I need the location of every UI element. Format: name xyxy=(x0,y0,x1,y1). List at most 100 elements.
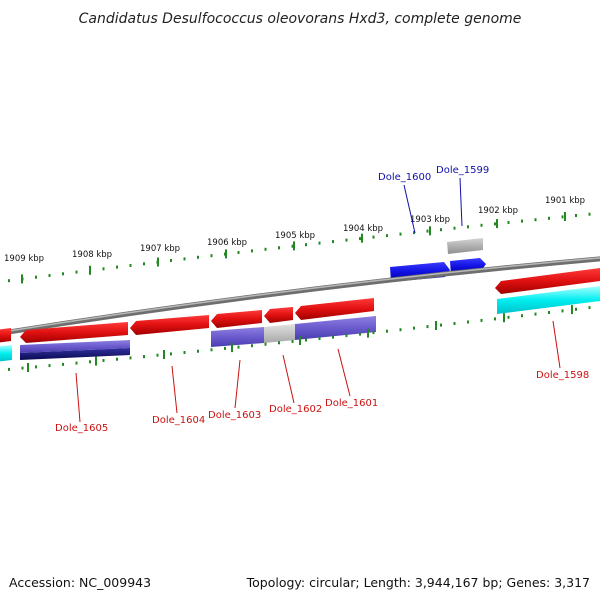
minor-tick xyxy=(129,264,132,267)
ortholog-dole-1605-navy xyxy=(20,348,130,360)
minor-tick xyxy=(480,318,483,322)
major-tick xyxy=(89,265,91,275)
gene-dole-1603-arrow[interactable] xyxy=(211,310,262,328)
map-title: Candidatus Desulfococcus oleovorans Hxd3… xyxy=(79,11,522,27)
minor-tick xyxy=(210,254,213,258)
gene-label-dole-1605[interactable]: Dole_1605 xyxy=(55,423,108,434)
gene-dole-1602-arrow[interactable] xyxy=(264,307,293,323)
minor-tick xyxy=(35,275,37,279)
minor-tick xyxy=(413,231,415,235)
minor-tick xyxy=(170,259,172,262)
minor-tick xyxy=(453,322,456,325)
minor-tick xyxy=(278,246,280,250)
major-tick xyxy=(435,321,437,330)
outer-dotted-scale xyxy=(8,212,591,283)
accession-text: Accession: NC_009943 xyxy=(9,575,151,590)
minor-tick xyxy=(521,219,523,223)
minor-tick xyxy=(588,212,591,216)
minor-tick xyxy=(48,364,51,368)
minor-tick xyxy=(453,226,456,230)
minor-tick xyxy=(534,218,537,222)
minor-tick xyxy=(534,312,537,316)
leader-dole-1602 xyxy=(282,354,295,404)
minor-tick xyxy=(143,355,145,359)
minor-tick xyxy=(386,329,388,333)
minor-tick xyxy=(413,326,415,330)
minor-tick xyxy=(548,311,550,314)
minor-tick xyxy=(507,315,510,319)
gene-label-dole-1602[interactable]: Dole_1602 xyxy=(269,404,322,415)
minor-tick xyxy=(278,341,280,345)
gene-label-dole-1604[interactable]: Dole_1604 xyxy=(152,415,205,426)
gene-label-dole-1601[interactable]: Dole_1601 xyxy=(325,398,378,409)
minor-tick xyxy=(345,238,348,242)
tick-label: 1908 kbp xyxy=(72,250,112,260)
gene-dole-1604-arrow[interactable] xyxy=(130,315,209,335)
minor-tick xyxy=(399,232,402,236)
minor-tick xyxy=(467,225,469,229)
minor-tick xyxy=(21,366,24,370)
minor-tick xyxy=(440,323,442,327)
minor-tick xyxy=(62,362,64,366)
outer-major-ticks xyxy=(21,212,566,284)
gene-labels: Dole_1600 Dole_1599 Dole_1605 Dole_1604 … xyxy=(55,165,589,434)
minor-tick xyxy=(521,314,523,318)
minor-tick xyxy=(102,267,105,271)
minor-tick xyxy=(143,262,145,266)
genome-backbone-highlight xyxy=(0,257,600,334)
minor-tick xyxy=(197,255,199,259)
tick-label: 1901 kbp xyxy=(545,196,585,206)
major-tick xyxy=(157,257,159,267)
minor-tick xyxy=(386,234,388,238)
minor-tick xyxy=(170,352,172,356)
major-tick xyxy=(564,212,566,221)
minor-tick xyxy=(318,241,321,245)
inner-dotted-scale xyxy=(8,306,591,371)
major-tick xyxy=(496,219,498,229)
major-tick xyxy=(367,328,369,338)
gene-label-dole-1598[interactable]: Dole_1598 xyxy=(536,370,589,381)
genome-backbone xyxy=(0,256,600,336)
gene-dole-1605-arrow[interactable] xyxy=(20,322,128,343)
gene-dole-1601-arrow[interactable] xyxy=(295,298,374,320)
major-tick xyxy=(225,249,227,259)
gene-dole-1599-grey-ortholog[interactable] xyxy=(447,238,483,254)
major-tick xyxy=(361,233,363,243)
major-tick xyxy=(163,350,165,359)
minor-tick xyxy=(332,240,334,244)
major-tick xyxy=(503,313,505,323)
leader-dole-1601 xyxy=(337,348,351,397)
minor-tick xyxy=(480,223,483,227)
minor-tick xyxy=(332,335,334,339)
minor-tick xyxy=(305,338,307,342)
inner-major-ticks xyxy=(27,305,573,372)
minor-tick xyxy=(561,215,564,219)
major-tick xyxy=(429,226,431,236)
minor-tick xyxy=(588,306,591,310)
gene-dole-1598-arrow[interactable] xyxy=(495,268,600,294)
ortholog-dole-1603-purple xyxy=(211,327,264,347)
tick-label: 1904 kbp xyxy=(343,224,383,234)
gene-label-dole-1600[interactable]: Dole_1600 xyxy=(378,172,431,183)
minor-tick xyxy=(426,325,429,329)
minor-tick xyxy=(291,339,294,343)
leader-dole-1600 xyxy=(403,184,416,234)
minor-tick xyxy=(48,274,51,277)
leader-dole-1603 xyxy=(234,359,241,409)
minor-tick xyxy=(372,331,375,335)
minor-tick xyxy=(426,229,429,233)
minor-tick xyxy=(507,221,510,224)
minor-tick xyxy=(345,334,348,338)
minor-tick xyxy=(575,214,577,217)
gene-partial-left-arrow[interactable] xyxy=(0,328,11,343)
ortholog-dole-1601-purple xyxy=(295,316,376,340)
tick-label: 1909 kbp xyxy=(4,254,44,264)
minor-tick xyxy=(102,359,105,362)
minor-tick xyxy=(359,237,361,241)
minor-tick xyxy=(224,346,226,350)
gene-label-dole-1603[interactable]: Dole_1603 xyxy=(208,410,261,421)
leader-dole-1599 xyxy=(459,177,463,227)
gene-label-dole-1599[interactable]: Dole_1599 xyxy=(436,165,489,176)
leader-lines xyxy=(75,177,561,423)
